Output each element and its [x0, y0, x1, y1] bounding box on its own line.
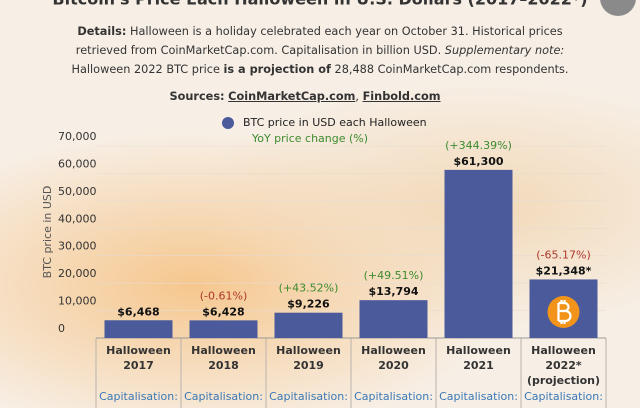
sources-run[interactable]: Finbold.com — [362, 90, 441, 103]
menu-button[interactable] — [600, 0, 636, 16]
sources: Sources: CoinMarketCap.com, Finbold.com — [150, 89, 460, 105]
value-label: $9,226 — [287, 298, 330, 311]
capitalisation-label: Capitalisation: — [99, 390, 178, 403]
y-tick-label: 0 — [58, 322, 65, 335]
y-tick-label: 60,000 — [58, 157, 97, 170]
y-tick-label: 10,000 — [58, 295, 97, 308]
category-label: Halloween 2019 — [276, 344, 341, 372]
bar — [189, 320, 258, 338]
details-run: Halloween is a holiday celebrated each y… — [75, 25, 567, 57]
category-label: Halloween 2022* (projection) — [526, 344, 601, 387]
y-tick-label: 20,000 — [58, 267, 97, 280]
category-label: Halloween 2017 — [106, 344, 171, 372]
legend-label: YoY price change (%) — [251, 132, 368, 145]
legend-marker — [222, 117, 234, 129]
details-run: Supplementary note: — [444, 44, 565, 57]
value-label: $6,468 — [117, 305, 159, 318]
y-tick-label: 40,000 — [58, 212, 97, 225]
y-tick-label: 70,000 — [58, 130, 97, 143]
capitalisation-label: Capitalisation: — [354, 390, 433, 403]
sources-run[interactable]: CoinMarketCap.com — [228, 90, 356, 103]
category-label: Halloween 2018 — [191, 344, 256, 372]
yoy-label: (+344.39%) — [445, 139, 512, 152]
value-label: $61,300 — [453, 155, 503, 168]
details-run: is a projection of — [223, 63, 331, 76]
sources-run: Sources: — [169, 90, 225, 103]
category-label: Halloween 2021 — [446, 344, 511, 372]
bar — [104, 320, 173, 338]
capitalisation-label: Capitalisation: — [269, 390, 348, 403]
chart-title: Bitcoin's Price Each Halloween in U.S. D… — [52, 0, 587, 9]
y-axis-label: BTC price in USD — [41, 186, 54, 279]
yoy-label: (-0.61%) — [200, 289, 248, 302]
bar — [359, 300, 428, 338]
category-label: Halloween 2020 — [361, 344, 426, 372]
bar — [274, 312, 343, 338]
legend-label: BTC price in USD each Halloween — [243, 116, 427, 129]
details: Details: Halloween is a holiday celebrat… — [68, 22, 572, 79]
yoy-label: (+43.52%) — [279, 282, 339, 295]
yoy-label: (-65.17%) — [536, 248, 591, 261]
value-label: $21,348* — [536, 264, 592, 277]
yoy-label: (+49.51%) — [364, 269, 424, 282]
value-label: $13,794 — [368, 285, 418, 298]
details-run: Halloween 2022 BTC price — [71, 44, 568, 76]
value-label: $6,428 — [202, 305, 244, 318]
y-tick-label: 50,000 — [58, 185, 97, 198]
details-run: Details: — [77, 25, 127, 38]
capitalisation-label: Capitalisation: — [184, 390, 263, 403]
sources-run: , — [355, 90, 363, 103]
details-run: 28,488 CoinMarketCap.com respondents. — [330, 63, 569, 76]
bitcoin-icon-glyph — [557, 300, 572, 324]
y-tick-label: 30,000 — [58, 240, 97, 253]
bar — [444, 169, 513, 338]
capitalisation-label: Capitalisation: — [524, 390, 603, 403]
capitalisation-label: Capitalisation: — [439, 390, 518, 403]
